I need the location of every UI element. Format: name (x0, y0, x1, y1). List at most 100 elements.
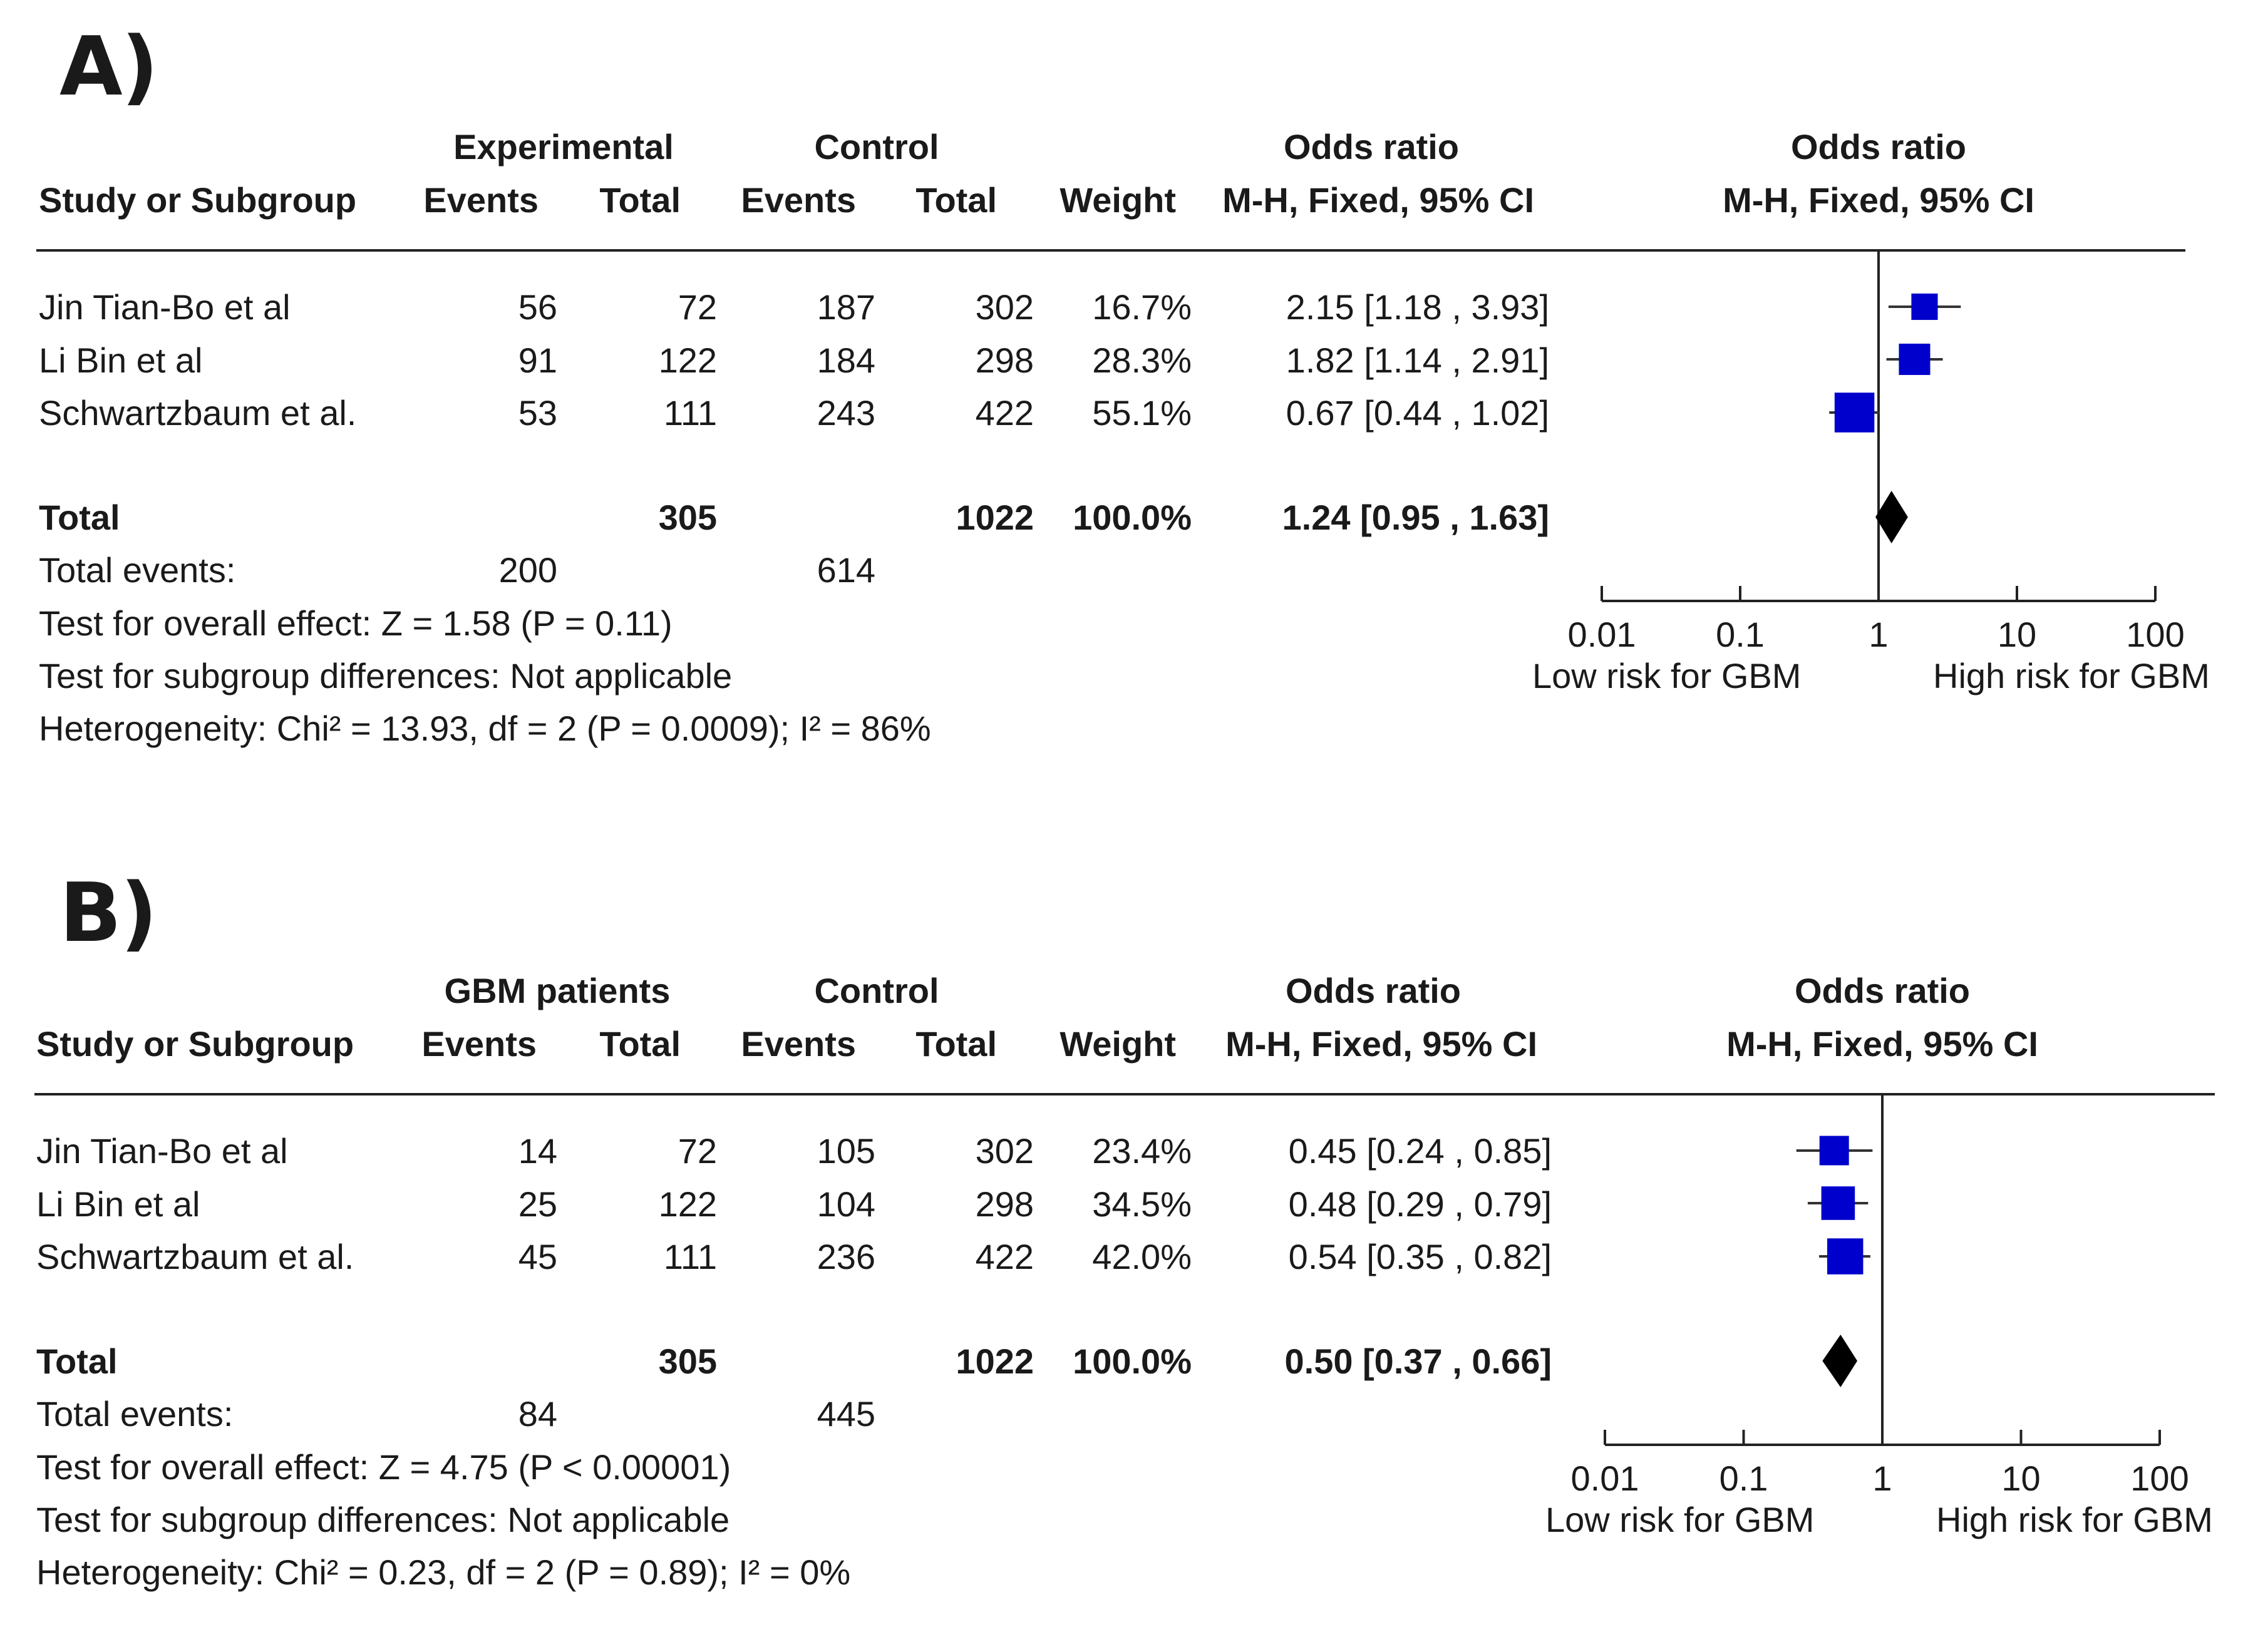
panel-label: B) (59, 865, 158, 960)
study-weight-square (1821, 1186, 1855, 1220)
events2-cell: 105 (817, 1131, 875, 1171)
events1-header: Events (423, 180, 539, 220)
weight-cell: 16.7% (1092, 287, 1192, 327)
study-name: Li Bin et al (36, 1184, 200, 1224)
total1-cell: 122 (658, 341, 717, 380)
events1-cell: 14 (518, 1131, 557, 1171)
events2-cell: 184 (817, 341, 875, 380)
or-method-header: M-H, Fixed, 95% CI (1225, 1024, 1537, 1064)
x-tick-label: 0.01 (1568, 615, 1636, 654)
overall-effect-note: Test for overall effect: Z = 4.75 (P < 0… (36, 1447, 731, 1487)
events2-cell: 104 (817, 1184, 875, 1224)
total-events1: 200 (498, 550, 557, 590)
study-name: Schwartzbaum et al. (36, 1237, 354, 1276)
events2-header: Events (741, 1024, 856, 1064)
total-events1: 84 (518, 1394, 557, 1434)
or-ci-cell: 0.67 [0.44 , 1.02] (1286, 393, 1549, 433)
total1-header: Total (599, 180, 681, 220)
plot-method-header: M-H, Fixed, 95% CI (1723, 180, 2034, 220)
total-events2: 445 (817, 1394, 875, 1434)
or-ci-cell: 0.48 [0.29 , 0.79] (1288, 1184, 1552, 1224)
group2-header: Control (814, 127, 939, 167)
forest-plot-a: 0.01 0.1 1 10 100 (1568, 249, 2185, 654)
x-tick-label: 1 (1869, 615, 1888, 654)
header-divider (36, 249, 2185, 252)
overall-effect-note: Test for overall effect: Z = 1.58 (P = 0… (39, 603, 673, 643)
pooled-diamond (1875, 491, 1908, 543)
total2-cell: 302 (975, 287, 1034, 327)
total2-sum: 1022 (956, 498, 1034, 537)
weight-sum: 100.0% (1073, 1342, 1192, 1381)
axis-right-label: High risk for GBM (1933, 656, 2210, 695)
weight-cell: 34.5% (1092, 1184, 1192, 1224)
total1-cell: 72 (678, 1131, 717, 1171)
pooled-diamond (1822, 1335, 1858, 1387)
events1-cell: 53 (518, 393, 557, 433)
total2-header: Total (915, 1024, 997, 1064)
forest-plot-panel-b: B) GBM patients Control Odds ratio Odds … (0, 846, 2248, 1652)
x-tick-label: 0.1 (1716, 615, 1765, 654)
total2-cell: 298 (975, 341, 1034, 380)
events1-cell: 56 (518, 287, 557, 327)
events1-cell: 91 (518, 341, 557, 380)
or-header-top: Odds ratio (1285, 971, 1462, 1010)
total-label: Total (36, 1342, 118, 1381)
axis-left-label: Low risk for GBM (1532, 656, 1802, 695)
x-tick-label: 1 (1872, 1459, 1892, 1498)
axis-left-label: Low risk for GBM (1545, 1500, 1815, 1539)
plot-method-header: M-H, Fixed, 95% CI (1726, 1024, 2038, 1064)
study-name: Jin Tian-Bo et al (36, 1131, 288, 1171)
forest-plot-b: 0.01 0.1 1 10 100 (1571, 1093, 2189, 1498)
study-name: Li Bin et al (39, 341, 203, 380)
events2-cell: 243 (817, 393, 875, 433)
events1-cell: 25 (518, 1184, 557, 1224)
study-name: Jin Tian-Bo et al (39, 287, 291, 327)
total-label: Total (39, 498, 120, 537)
x-tick-label: 0.1 (1720, 1459, 1768, 1498)
plot-header-top: Odds ratio (1790, 127, 1967, 167)
axis-right-label: High risk for GBM (1936, 1500, 2213, 1539)
header-divider (34, 1093, 2215, 1095)
or-ci-cell: 0.54 [0.35 , 0.82] (1288, 1237, 1552, 1276)
study-header: Study or Subgroup (39, 180, 357, 220)
total1-sum: 305 (658, 1342, 717, 1381)
plot-header-top: Odds ratio (1794, 971, 1971, 1010)
heterogeneity-note: Heterogeneity: Chi² = 13.93, df = 2 (P =… (39, 709, 931, 748)
panel-label: A) (59, 19, 158, 114)
events1-cell: 45 (518, 1237, 557, 1276)
weight-cell: 42.0% (1092, 1237, 1192, 1276)
x-tick-label: 0.01 (1571, 1459, 1639, 1498)
total2-cell: 302 (975, 1131, 1034, 1171)
or-ci-cell: 2.15 [1.18 , 3.93] (1286, 287, 1549, 327)
or-header-top: Odds ratio (1283, 127, 1460, 167)
total1-cell: 111 (663, 393, 717, 433)
events2-cell: 187 (817, 287, 875, 327)
weight-sum: 100.0% (1073, 498, 1192, 537)
heterogeneity-note: Heterogeneity: Chi² = 0.23, df = 2 (P = … (36, 1552, 851, 1592)
events2-header: Events (741, 180, 856, 220)
x-tick-label: 100 (2130, 1459, 2189, 1498)
x-tick-label: 10 (1998, 615, 2036, 654)
weight-header: Weight (1060, 180, 1176, 220)
group1-header: Experimental (453, 127, 674, 167)
total1-sum: 305 (658, 498, 717, 537)
weight-header: Weight (1060, 1024, 1176, 1064)
weight-cell: 23.4% (1092, 1131, 1192, 1171)
total-events-label: Total events: (39, 550, 236, 590)
weight-cell: 55.1% (1092, 393, 1192, 433)
total1-cell: 111 (663, 1237, 717, 1276)
study-weight-square (1827, 1238, 1864, 1275)
total2-sum: 1022 (956, 1342, 1034, 1381)
study-weight-square (1911, 293, 1938, 321)
total2-header: Total (915, 180, 997, 220)
or-method-header: M-H, Fixed, 95% CI (1222, 180, 1534, 220)
total1-cell: 122 (658, 1184, 717, 1224)
group1-header: GBM patients (444, 971, 671, 1010)
total-events2: 614 (817, 550, 875, 590)
forest-plot-panel-a: A) Experimental Control Odds ratio Odds … (0, 0, 2248, 806)
study-header: Study or Subgroup (36, 1024, 354, 1064)
pooled-or-ci: 0.50 [0.37 , 0.66] (1284, 1342, 1552, 1381)
events1-header: Events (421, 1024, 537, 1064)
study-weight-square (1899, 343, 1931, 376)
total2-cell: 422 (975, 393, 1034, 433)
